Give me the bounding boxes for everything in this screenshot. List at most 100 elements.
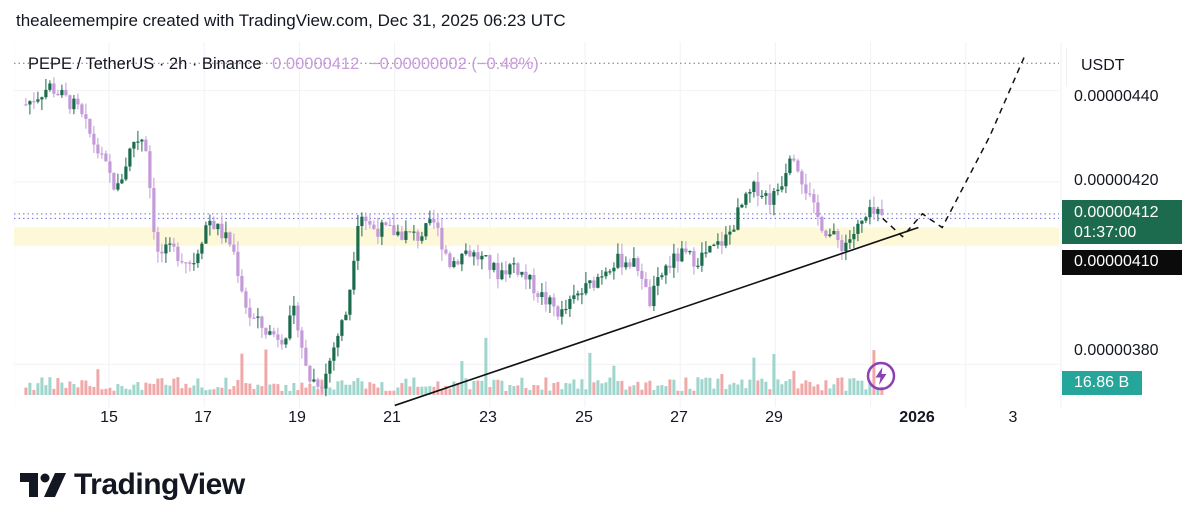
candle-body	[148, 151, 152, 189]
candle-body	[312, 379, 316, 382]
candle-body	[84, 114, 88, 119]
volume-bar	[328, 387, 332, 395]
candle-body	[240, 275, 244, 292]
volume-bar	[392, 390, 396, 395]
volume-bar	[124, 388, 128, 395]
volume-bar	[228, 389, 232, 395]
volume-bar	[44, 385, 48, 395]
candle-body	[780, 186, 784, 190]
candle-body	[684, 248, 688, 253]
candle-body	[620, 253, 624, 268]
lightning-icon[interactable]	[866, 361, 896, 391]
candle-body	[268, 331, 272, 335]
price-label-440: 0.00000440	[1074, 88, 1159, 105]
volume-bar	[412, 377, 416, 395]
volume-bar	[424, 386, 428, 395]
volume-bar	[260, 386, 264, 395]
price-chart[interactable]	[14, 42, 1189, 407]
candle-body	[520, 271, 524, 275]
volume-bar	[404, 378, 408, 395]
candle-body	[624, 262, 628, 268]
candle-body	[764, 193, 768, 196]
chart-area[interactable]	[14, 42, 1189, 407]
candle-body	[544, 292, 548, 305]
candle-body	[288, 315, 292, 339]
volume-bar	[132, 384, 136, 395]
currency-button[interactable]: USDT	[1066, 48, 1188, 86]
candle-body	[80, 104, 84, 115]
candle-body	[328, 360, 332, 374]
candle-body	[412, 231, 416, 233]
candle-body	[400, 231, 404, 240]
last-price-tag-value: 0.00000412	[1074, 204, 1159, 221]
candle-body	[668, 265, 672, 268]
candle-body	[828, 234, 832, 237]
volume-bar	[560, 389, 564, 395]
candle-body	[52, 83, 56, 94]
candle-body	[480, 255, 484, 260]
volume-bar	[476, 380, 480, 395]
candle-body	[644, 278, 648, 288]
candle-body	[204, 225, 208, 244]
candle-body	[656, 277, 660, 286]
x-tick-year: 2026	[899, 409, 935, 426]
volume-bar	[416, 386, 420, 395]
candle-body	[812, 194, 816, 203]
x-tick: 23	[479, 409, 497, 426]
tradingview-mark-icon	[20, 473, 66, 497]
candle-body	[692, 251, 696, 267]
volume-bar	[556, 382, 560, 395]
candle-body	[220, 223, 224, 239]
candle-body	[744, 193, 748, 205]
volume-bar	[764, 381, 768, 395]
volume-bar	[272, 383, 276, 395]
volume-bar	[460, 361, 464, 395]
candle-body	[76, 98, 80, 105]
candle-body	[304, 347, 308, 366]
price-change-value: −0.00000002 (−0.48%)	[369, 55, 539, 73]
volume-bar	[56, 378, 60, 395]
candle-body	[260, 316, 264, 328]
candle-body	[768, 193, 772, 205]
volume-bar	[536, 385, 540, 395]
candle-body	[596, 276, 600, 288]
volume-bar	[824, 380, 828, 395]
volume-bar	[152, 384, 156, 395]
volume-bar	[864, 389, 868, 395]
candle-body	[132, 141, 136, 149]
volume-bar	[796, 388, 800, 395]
candle-body	[816, 202, 820, 217]
line-price-tag: 0.00000410	[1062, 250, 1182, 275]
candle-body	[160, 251, 164, 254]
candle-body	[108, 161, 112, 173]
volume-bar	[712, 388, 716, 395]
volume-bar	[172, 378, 176, 395]
volume-bar	[52, 388, 56, 395]
candle-body	[680, 248, 684, 262]
volume-bar	[644, 382, 648, 395]
volume-bar	[140, 389, 144, 395]
candle-body	[752, 181, 756, 193]
symbol-legend[interactable]: PEPE / TetherUS · 2h · Binance 0.0000041…	[28, 55, 539, 74]
candle-body	[244, 291, 248, 308]
volume-bar	[176, 377, 180, 395]
tradingview-logo[interactable]: TradingView	[20, 465, 245, 505]
volume-bar	[244, 383, 248, 395]
price-label-420: 0.00000420	[1074, 172, 1159, 189]
candle-body	[600, 276, 604, 278]
x-tick: 27	[670, 409, 688, 426]
volume-bar	[268, 384, 272, 395]
volume-bar	[252, 389, 256, 395]
volume-bar	[876, 387, 880, 395]
candle-body	[632, 258, 636, 267]
volume-bars	[24, 337, 884, 395]
volume-bar	[808, 381, 812, 395]
candle-body	[152, 188, 156, 233]
candle-body	[200, 243, 204, 254]
volume-bar	[112, 390, 116, 395]
volume-bar	[840, 377, 844, 395]
volume-bar	[144, 382, 148, 395]
volume-bar	[256, 384, 260, 395]
candle-body	[180, 261, 184, 263]
candle-body	[792, 158, 796, 161]
